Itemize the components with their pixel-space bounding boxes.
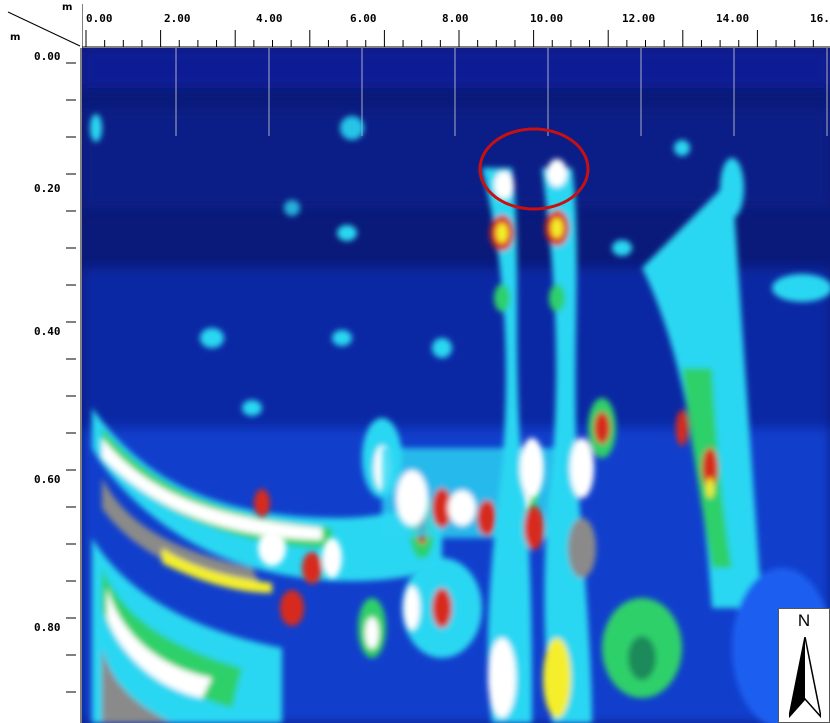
x-tick-label: 4.00: [256, 12, 283, 25]
north-label: N: [797, 611, 811, 630]
north-arrow-icon: [789, 637, 821, 719]
x-tick-label: 6.00: [350, 12, 377, 25]
x-tick-label: 0.00: [86, 12, 113, 25]
y-tick-label: 0.40: [34, 325, 61, 338]
radargram-image: [82, 48, 830, 723]
y-tick-label: 0.20: [34, 182, 61, 195]
highlight-circle: [478, 127, 590, 211]
radargram-plot: [82, 48, 830, 723]
north-arrow: N: [778, 608, 830, 723]
x-tick-label: 14.00: [716, 12, 750, 25]
depth-axis: 0.00 0.20 0.40 0.60 0.80: [0, 48, 82, 723]
x-tick-label: 12.00: [622, 12, 656, 25]
x-unit-label: m: [62, 2, 73, 13]
x-tick-label: 16.0: [810, 12, 830, 25]
distance-axis-ticks: [82, 4, 830, 48]
distance-axis: 0.00 2.00 4.00 6.00 8.00 10.00 12.00 14.…: [82, 0, 830, 48]
x-tick-label: 2.00: [164, 12, 191, 25]
y-tick-label: 0.00: [34, 50, 61, 63]
depth-axis-ticks: [66, 48, 82, 723]
y-tick-label: 0.60: [34, 473, 61, 486]
y-tick-label: 0.80: [34, 621, 61, 634]
x-tick-label: 10.00: [530, 12, 564, 25]
x-tick-label: 8.00: [442, 12, 469, 25]
y-unit-label: m: [10, 32, 21, 43]
axis-corner: [7, 11, 81, 47]
